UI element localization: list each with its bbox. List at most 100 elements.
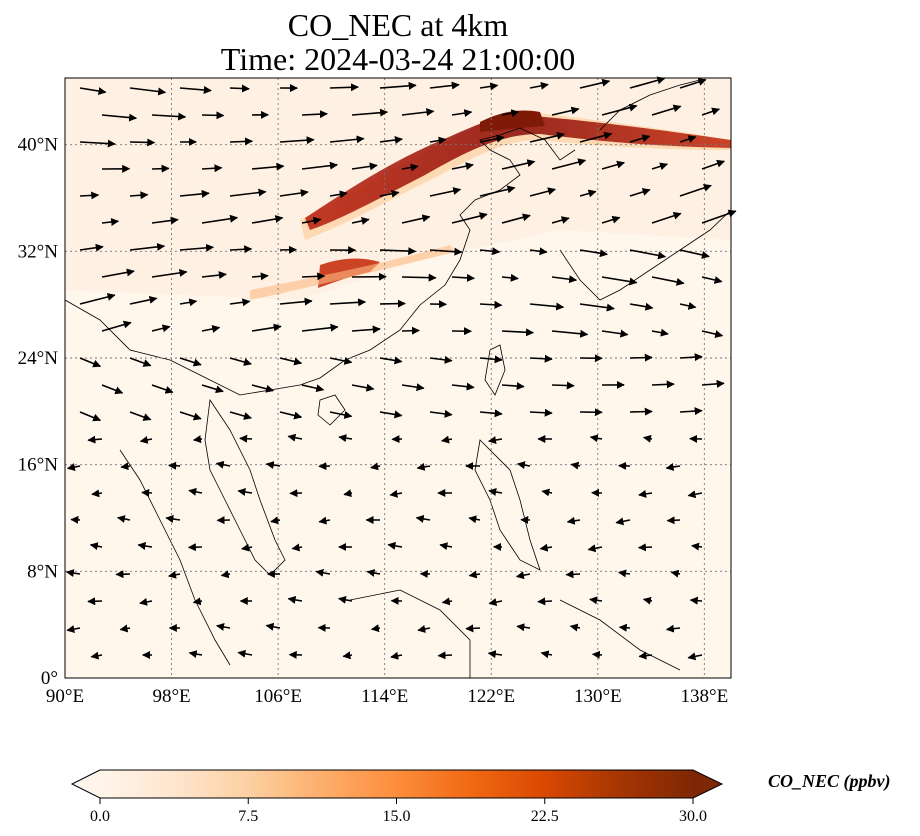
- wind-arrow: [416, 462, 431, 471]
- wind-arrow: [651, 380, 675, 389]
- wind-arrow: [501, 159, 536, 170]
- wind-arrow: [651, 162, 669, 171]
- wind-arrow: [637, 543, 653, 552]
- wind-arrow: [587, 544, 603, 553]
- wind-arrow: [351, 383, 375, 392]
- wind-arrow: [651, 328, 669, 337]
- wind-arrow: [151, 216, 179, 225]
- wind-arrow: [379, 356, 403, 365]
- wind-arrow: [551, 216, 570, 224]
- wind-arrow: [642, 434, 653, 443]
- wind-arrow: [129, 191, 149, 200]
- colorbar-tick-label: 7.5: [238, 808, 258, 825]
- wind-arrow: [379, 136, 403, 144]
- wind-arrow: [168, 570, 181, 579]
- wind-arrow: [79, 243, 104, 252]
- wind-arrow: [666, 516, 681, 525]
- wind-arrow: [329, 411, 353, 419]
- wind-arrow: [537, 597, 553, 606]
- wind-arrow: [270, 516, 281, 525]
- wind-arrow: [329, 135, 365, 144]
- wind-arrow: [342, 651, 353, 660]
- wind-arrow: [129, 87, 167, 96]
- wind-arrow: [679, 135, 697, 143]
- wind-arrow: [451, 212, 488, 224]
- wind-arrow: [401, 163, 419, 172]
- wind-arrow: [601, 103, 638, 116]
- wind-arrow: [415, 514, 431, 523]
- wind-arrow: [441, 435, 453, 444]
- wind-arrow: [279, 136, 315, 145]
- wind-arrow: [251, 162, 285, 171]
- wind-arrow: [579, 249, 608, 258]
- wind-arrow: [565, 570, 581, 579]
- wind-arrow: [366, 569, 381, 577]
- wind-arrow: [589, 596, 603, 605]
- wind-arrow: [429, 409, 453, 418]
- wind-arrow: [351, 325, 381, 334]
- wind-arrow: [116, 515, 131, 523]
- wind-arrow: [439, 542, 453, 551]
- wind-arrow: [351, 162, 378, 171]
- wind-arrow: [529, 247, 548, 256]
- wind-arrow: [642, 596, 653, 605]
- wind-arrow: [618, 569, 631, 578]
- wind-arrow: [579, 303, 615, 312]
- wind-arrow: [279, 357, 303, 366]
- wind-arrow: [91, 489, 103, 498]
- wind-arrow: [237, 488, 253, 496]
- wind-arrow: [451, 109, 473, 118]
- wind-arrow: [601, 215, 621, 224]
- wind-arrow: [389, 489, 403, 498]
- wind-arrow: [151, 324, 171, 333]
- wind-arrow: [251, 384, 275, 393]
- wind-arrow: [701, 379, 725, 388]
- wind-arrow: [79, 139, 116, 148]
- wind-arrow: [429, 187, 462, 197]
- colorbar-outline: [70, 769, 724, 799]
- wind-arrow: [343, 489, 353, 498]
- wind-arrow: [429, 81, 460, 90]
- wind-arrow: [137, 542, 153, 550]
- wind-arrow: [192, 597, 203, 606]
- wind-arrow: [379, 410, 403, 419]
- latitude-tick-labels: 0° 8°N 16°N 24°N 32°N 40°N: [18, 135, 59, 689]
- wind-arrow: [188, 487, 203, 496]
- wind-arrow: [229, 298, 251, 307]
- lon-tick-label: 130°E: [574, 686, 622, 707]
- colorbar-title: CO_NEC (ppbv): [768, 771, 891, 792]
- wind-arrow: [337, 595, 353, 604]
- wind-arrow: [193, 435, 203, 444]
- wind-arrow: [265, 461, 281, 469]
- wind-arrow: [701, 276, 723, 284]
- wind-arrow: [665, 624, 681, 633]
- wind-arrow: [488, 488, 503, 496]
- wind-arrow: [129, 242, 166, 251]
- wind-arrow: [101, 217, 120, 226]
- lat-tick-label: 40°N: [18, 135, 59, 156]
- wind-arrow: [515, 571, 531, 580]
- lon-tick-label: 122°E: [467, 686, 515, 707]
- wind-arrow: [638, 651, 653, 660]
- wind-arrow: [301, 323, 339, 332]
- wind-arrow: [265, 622, 281, 631]
- wind-arrow: [479, 82, 499, 91]
- wind-arrow: [401, 383, 425, 392]
- colorbar-extend-min: [72, 770, 100, 798]
- wind-arrow: [551, 275, 578, 284]
- wind-arrow: [370, 462, 381, 471]
- wind-arrow: [665, 463, 681, 471]
- wind-vectors: [65, 76, 737, 661]
- wind-arrow: [66, 463, 81, 471]
- wind-arrow: [601, 329, 629, 338]
- wind-arrow: [488, 436, 503, 444]
- wind-arrow: [401, 214, 431, 224]
- wind-arrow: [101, 268, 135, 278]
- wind-arrow: [251, 272, 269, 281]
- colorbar-ticks: 0.0 7.5 15.0 22.5 30.0: [90, 798, 707, 825]
- wind-arrow: [379, 247, 417, 256]
- wind-arrow: [689, 596, 703, 605]
- wind-arrow: [679, 78, 707, 89]
- wind-arrow: [618, 623, 631, 632]
- wind-arrow: [589, 434, 603, 443]
